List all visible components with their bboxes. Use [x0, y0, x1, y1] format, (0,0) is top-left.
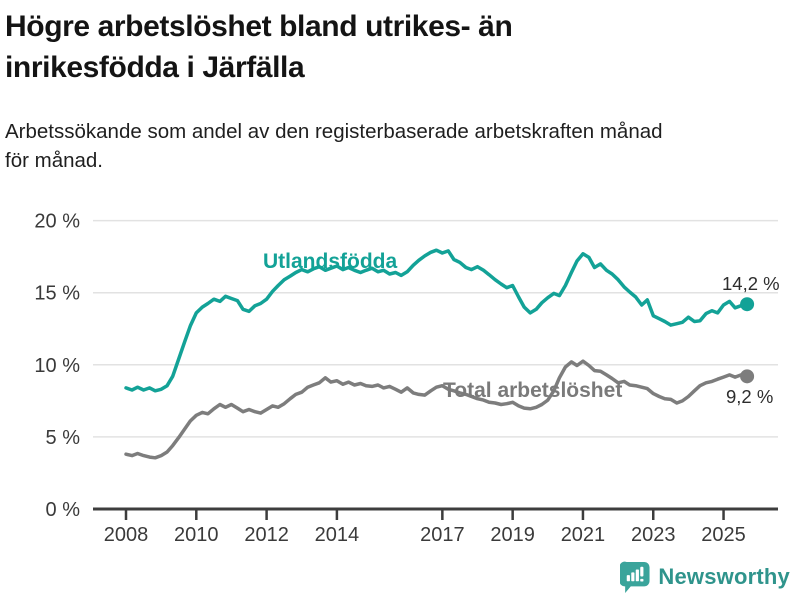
- series-label-total-arbetsloshet: Total arbetslöshet: [443, 379, 622, 402]
- series-end-dot-0: [740, 297, 755, 312]
- x-axis-tick-label: 2025: [701, 524, 746, 546]
- y-axis-tick-label: 0 %: [46, 499, 81, 521]
- page-title: Högre arbetslöshet bland utrikes- än inr…: [5, 10, 513, 85]
- x-axis-tick-label: 2021: [561, 524, 606, 546]
- gridlines: [93, 219, 778, 438]
- series-line-0: [124, 248, 749, 393]
- x-axis-tick-label: 2023: [631, 524, 676, 546]
- x-axis-tick-label: 2008: [104, 524, 149, 546]
- end-value-label-total: 9,2 %: [726, 386, 773, 407]
- exclamation-dot: [640, 578, 644, 582]
- series-end-dot-1: [740, 369, 755, 384]
- x-axis-tick-label: 2010: [174, 524, 219, 546]
- y-axis-tick-label: 15 %: [34, 283, 80, 305]
- series-lines: [124, 248, 755, 460]
- series-label-utlandsfodda: Utlandsfödda: [263, 250, 397, 273]
- x-axis-tick-label: 2019: [490, 524, 535, 546]
- y-axis-tick-label: 10 %: [34, 355, 80, 377]
- brand-footer: Newsworthy: [620, 561, 790, 593]
- bar-chart-glyph: [627, 566, 644, 582]
- x-axis-tick-label: 2012: [244, 524, 289, 546]
- series-line-1: [124, 359, 749, 460]
- x-axis-tick-label: 2014: [315, 524, 360, 546]
- y-axis-tick-label: 20 %: [34, 211, 80, 233]
- newsworthy-logo-icon: [620, 561, 650, 593]
- speech-bubble-shape: [620, 561, 650, 593]
- y-axis-tick-label: 5 %: [46, 427, 81, 449]
- axes: 0 % 5 % 10 % 15 % 20 % 2008 2010 2012 2014 2017 20…: [34, 211, 778, 546]
- exclamation-bar: [640, 566, 644, 577]
- chart-subtitle: Arbetssökande som andel av den registerb…: [5, 120, 663, 173]
- brand-name: Newsworthy: [658, 564, 790, 589]
- end-value-label-utlandsfodda: 14,2 %: [722, 273, 780, 294]
- x-axis-tick-label: 2017: [420, 524, 465, 546]
